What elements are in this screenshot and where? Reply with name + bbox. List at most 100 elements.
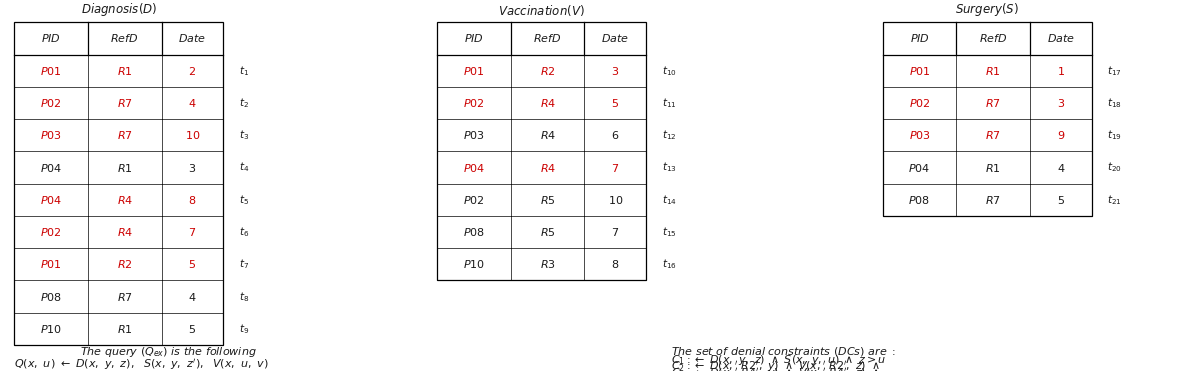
Text: $\mathit{R7}$: $\mathit{R7}$ — [116, 290, 133, 303]
Text: $\mathit{R7}$: $\mathit{R7}$ — [116, 129, 133, 141]
Text: $\mathit{P04}$: $\mathit{P04}$ — [463, 161, 485, 174]
Text: $\mathit{6}$: $\mathit{6}$ — [612, 129, 619, 141]
Text: $\mathit{P02}$: $\mathit{P02}$ — [909, 97, 930, 109]
Text: $\mathit{Vaccination(V)}$: $\mathit{Vaccination(V)}$ — [498, 3, 586, 18]
Bar — [14, 22, 223, 345]
Text: $\mathit{C_3 : \leftarrow\ D(x,'\ R4',\ y)\ \wedge\ V(x,'\ R4',\ z)\ \wedge}$: $\mathit{C_3 : \leftarrow\ D(x,'\ R4',\ … — [671, 366, 880, 371]
Text: $\mathbf{\mathit{RefD}}$: $\mathbf{\mathit{RefD}}$ — [533, 32, 562, 45]
Text: $\mathit{R4}$: $\mathit{R4}$ — [539, 161, 556, 174]
Text: $\mathit{R5}$: $\mathit{R5}$ — [539, 194, 556, 206]
Bar — [883, 22, 1092, 216]
Text: $\mathit{R1}$: $\mathit{R1}$ — [116, 161, 133, 174]
Bar — [437, 22, 646, 280]
Text: $\mathit{The\ query\ (Q_{ex})\ is\ the\ following}$: $\mathit{The\ query\ (Q_{ex})\ is\ the\ … — [81, 345, 257, 359]
Text: $\mathit{8}$: $\mathit{8}$ — [189, 194, 196, 206]
Text: $t_{1}$: $t_{1}$ — [239, 64, 248, 78]
Text: $\mathit{R1}$: $\mathit{R1}$ — [116, 65, 133, 77]
Text: $t_{16}$: $t_{16}$ — [662, 257, 676, 271]
Text: $\mathit{P01}$: $\mathit{P01}$ — [40, 258, 62, 270]
Text: $\mathit{R5}$: $\mathit{R5}$ — [539, 226, 556, 238]
Text: $\mathit{7}$: $\mathit{7}$ — [189, 226, 196, 238]
Text: $t_{21}$: $t_{21}$ — [1107, 193, 1121, 207]
Text: $\mathit{P03}$: $\mathit{P03}$ — [40, 129, 62, 141]
Text: $\mathit{P04}$: $\mathit{P04}$ — [40, 161, 62, 174]
Text: $t_{7}$: $t_{7}$ — [239, 257, 248, 271]
Text: $\mathit{P02}$: $\mathit{P02}$ — [40, 226, 62, 238]
Text: $\mathbf{\mathit{PID}}$: $\mathbf{\mathit{PID}}$ — [42, 32, 61, 45]
Text: $t_{8}$: $t_{8}$ — [239, 290, 249, 303]
Text: $\mathit{Q(x,\ u)\ \leftarrow\ D(x,\ y,\ z),\ \ S(x,\ y,\ z^{\prime}),\ \ V(x,\ : $\mathit{Q(x,\ u)\ \leftarrow\ D(x,\ y,\… — [14, 357, 268, 371]
Text: $\mathit{3}$: $\mathit{3}$ — [1057, 97, 1064, 109]
Text: $t_{2}$: $t_{2}$ — [239, 96, 248, 110]
Text: $\mathit{P02}$: $\mathit{P02}$ — [463, 97, 485, 109]
Text: $\mathit{R7}$: $\mathit{R7}$ — [116, 97, 133, 109]
Text: $t_{14}$: $t_{14}$ — [662, 193, 677, 207]
Text: $\mathit{9}$: $\mathit{9}$ — [1056, 129, 1066, 141]
Text: $\mathit{R3}$: $\mathit{R3}$ — [539, 258, 556, 270]
Text: $\mathit{R4}$: $\mathit{R4}$ — [539, 129, 556, 141]
Text: $t_{13}$: $t_{13}$ — [662, 161, 676, 174]
Text: $\mathit{P08}$: $\mathit{P08}$ — [909, 194, 930, 206]
Text: $\mathbf{\mathit{Date}}$: $\mathbf{\mathit{Date}}$ — [601, 32, 630, 45]
Text: $t_{9}$: $t_{9}$ — [239, 322, 249, 336]
Text: $\mathit{3}$: $\mathit{3}$ — [189, 161, 196, 174]
Text: $t_{19}$: $t_{19}$ — [1107, 128, 1121, 142]
Text: $\mathit{R7}$: $\mathit{R7}$ — [985, 97, 1001, 109]
Text: $\mathit{5}$: $\mathit{5}$ — [189, 258, 196, 270]
Text: $\mathit{The\ set\ of\ denial\ constraints\ (DCs)\ are\ :}$: $\mathit{The\ set\ of\ denial\ constrain… — [671, 345, 896, 358]
Text: $\mathbf{\mathit{RefD}}$: $\mathbf{\mathit{RefD}}$ — [110, 32, 139, 45]
Text: $t_{6}$: $t_{6}$ — [239, 225, 249, 239]
Text: $t_{18}$: $t_{18}$ — [1107, 96, 1121, 110]
Text: $\mathit{4}$: $\mathit{4}$ — [188, 290, 197, 303]
Text: $\mathit{4}$: $\mathit{4}$ — [1056, 161, 1066, 174]
Text: $\mathit{5}$: $\mathit{5}$ — [1057, 194, 1064, 206]
Text: $t_{17}$: $t_{17}$ — [1107, 64, 1121, 78]
Text: $\mathbf{\mathit{Date}}$: $\mathbf{\mathit{Date}}$ — [178, 32, 207, 45]
Text: $\mathit{P03}$: $\mathit{P03}$ — [909, 129, 930, 141]
Text: $\mathit{P10}$: $\mathit{P10}$ — [40, 323, 62, 335]
Text: $t_{11}$: $t_{11}$ — [662, 96, 676, 110]
Text: $\mathit{7}$: $\mathit{7}$ — [612, 226, 619, 238]
Text: $\mathit{R1}$: $\mathit{R1}$ — [985, 65, 1001, 77]
Text: $\mathit{P01}$: $\mathit{P01}$ — [463, 65, 485, 77]
Text: $\mathbf{\mathit{PID}}$: $\mathbf{\mathit{PID}}$ — [910, 32, 929, 45]
Text: $\mathit{P02}$: $\mathit{P02}$ — [40, 97, 62, 109]
Text: $t_{4}$: $t_{4}$ — [239, 161, 249, 174]
Text: $\mathit{R7}$: $\mathit{R7}$ — [985, 194, 1001, 206]
Text: $\mathbf{\mathit{PID}}$: $\mathbf{\mathit{PID}}$ — [465, 32, 484, 45]
Text: $\mathit{5}$: $\mathit{5}$ — [189, 323, 196, 335]
Text: $\mathit{P08}$: $\mathit{P08}$ — [463, 226, 485, 238]
Text: $\mathit{P04}$: $\mathit{P04}$ — [40, 194, 62, 206]
Text: $\mathit{P10}$: $\mathit{P10}$ — [463, 258, 485, 270]
Text: $\mathit{8}$: $\mathit{8}$ — [612, 258, 619, 270]
Text: $\mathit{P02}$: $\mathit{P02}$ — [463, 194, 485, 206]
Text: $\mathit{C_1 : \leftarrow\ D(x,\ y,\ z)\ \wedge\ S(x,\ y,\ u)\ \wedge\ z > u}$: $\mathit{C_1 : \leftarrow\ D(x,\ y,\ z)\… — [671, 353, 886, 367]
Text: $\mathit{R7}$: $\mathit{R7}$ — [985, 129, 1001, 141]
Text: $\mathit{3}$: $\mathit{3}$ — [612, 65, 619, 77]
Text: $\mathit{Surgery(S)}$: $\mathit{Surgery(S)}$ — [955, 1, 1019, 18]
Text: $\mathbf{\mathit{Date}}$: $\mathbf{\mathit{Date}}$ — [1047, 32, 1075, 45]
Text: $\mathit{R1}$: $\mathit{R1}$ — [116, 323, 133, 335]
Text: $\mathit{P01}$: $\mathit{P01}$ — [40, 65, 62, 77]
Text: $t_{15}$: $t_{15}$ — [662, 225, 676, 239]
Text: $t_{5}$: $t_{5}$ — [239, 193, 248, 207]
Text: $\mathit{7}$: $\mathit{7}$ — [612, 161, 619, 174]
Text: $\mathit{2}$: $\mathit{2}$ — [189, 65, 196, 77]
Text: $\mathit{5}$: $\mathit{5}$ — [612, 97, 619, 109]
Text: $\mathit{R2}$: $\mathit{R2}$ — [539, 65, 556, 77]
Text: $\mathit{R1}$: $\mathit{R1}$ — [985, 161, 1001, 174]
Text: $\mathit{C_2 : \leftarrow\ D(x,'\ R2',\ y)\ \wedge\ V(x,'\ R2',\ z)\ \wedge}$: $\mathit{C_2 : \leftarrow\ D(x,'\ R2',\ … — [671, 359, 880, 371]
Text: $\mathit{R2}$: $\mathit{R2}$ — [116, 258, 133, 270]
Text: $\mathit{4}$: $\mathit{4}$ — [188, 97, 197, 109]
Text: $t_{12}$: $t_{12}$ — [662, 128, 676, 142]
Text: $\mathit{P03}$: $\mathit{P03}$ — [463, 129, 485, 141]
Text: $\mathit{1}$: $\mathit{1}$ — [1057, 65, 1064, 77]
Text: $\mathit{10}$: $\mathit{10}$ — [608, 194, 623, 206]
Text: $\mathbf{\mathit{RefD}}$: $\mathbf{\mathit{RefD}}$ — [979, 32, 1007, 45]
Text: $t_{10}$: $t_{10}$ — [662, 64, 676, 78]
Text: $\mathit{R4}$: $\mathit{R4}$ — [116, 226, 133, 238]
Text: $\mathit{R4}$: $\mathit{R4}$ — [539, 97, 556, 109]
Text: $t_{20}$: $t_{20}$ — [1107, 161, 1121, 174]
Text: $t_{3}$: $t_{3}$ — [239, 128, 249, 142]
Text: $\mathit{P08}$: $\mathit{P08}$ — [40, 290, 62, 303]
